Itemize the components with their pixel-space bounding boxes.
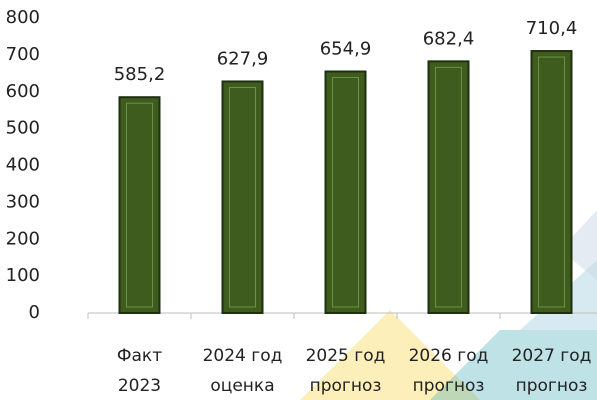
bar-highlight [332,77,359,308]
bar [118,96,161,314]
value-label: 654,9 [320,39,372,60]
y-tick-label: 400 [6,155,40,176]
x-tick-label: прогноз [516,376,588,396]
x-tick-label: прогноз [310,376,382,396]
bar-highlight [229,86,256,308]
bar-highlight [435,66,462,308]
value-label: 585,2 [114,64,166,85]
x-tick-label: 2023 [118,376,161,396]
bar [324,70,367,314]
x-tick-label: 2026 год [409,346,489,366]
bar [530,50,573,314]
x-tick-label: Факт [117,346,162,366]
y-tick-label: 500 [6,118,40,139]
x-tick-label: прогноз [413,376,485,396]
value-label: 710,4 [526,18,578,39]
x-tick-label: 2027 год [512,346,592,366]
y-tick-label: 300 [6,191,40,212]
value-label: 627,9 [217,48,269,69]
y-tick-label: 700 [6,44,40,65]
y-tick-label: 600 [6,81,40,102]
bar-highlight [538,56,565,308]
x-tick-label: 2025 год [306,346,386,366]
value-label: 682,4 [423,28,475,49]
bar [221,80,264,315]
y-tick-label: 800 [6,7,40,28]
x-tick-label: 2024 год [203,346,283,366]
x-tick-label: оценка [210,376,274,396]
y-tick-label: 0 [29,302,40,323]
y-tick-label: 100 [6,265,40,286]
bar [427,60,470,314]
y-tick-label: 200 [6,228,40,249]
bar-highlight [126,102,153,308]
